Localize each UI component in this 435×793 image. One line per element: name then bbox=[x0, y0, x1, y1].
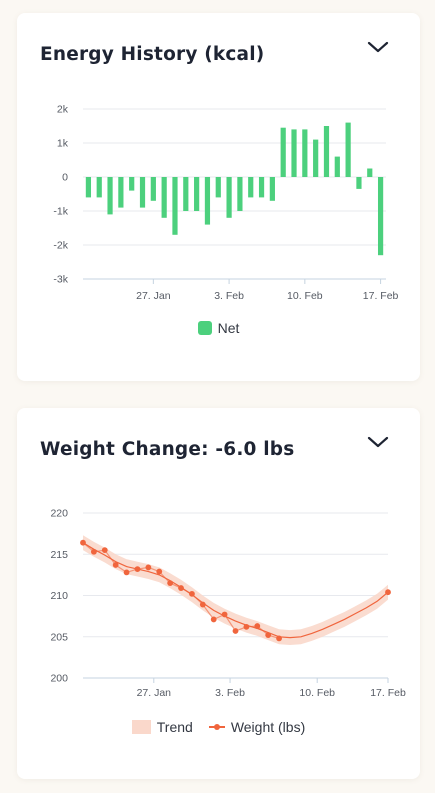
weight-y-tick: 200 bbox=[50, 673, 68, 685]
energy-bar bbox=[183, 177, 189, 211]
energy-bar bbox=[345, 122, 351, 177]
energy-bar bbox=[85, 177, 92, 198]
energy-bar bbox=[377, 177, 384, 256]
energy-bar bbox=[96, 177, 102, 198]
weight-x-tick: 17. Feb bbox=[370, 687, 406, 699]
energy-bar bbox=[237, 177, 243, 211]
legend-trend-label: Trend bbox=[156, 719, 193, 735]
chevron-down-icon[interactable] bbox=[366, 39, 390, 55]
weight-point bbox=[276, 635, 282, 642]
energy-bar bbox=[150, 177, 156, 201]
energy-bar bbox=[367, 168, 373, 177]
energy-y-tick: -2k bbox=[53, 240, 68, 252]
legend-item-weight[interactable]: Weight (lbs) bbox=[208, 719, 306, 735]
legend-item-net[interactable]: Net bbox=[197, 320, 240, 336]
weight-point bbox=[167, 580, 174, 587]
energy-history-chart: 2k 1k 0 -1k -2k -3k 27. Jan 3. Feb 10. Feb 17. Fe… bbox=[53, 104, 399, 303]
energy-bar bbox=[107, 177, 113, 215]
energy-y-tick: 0 bbox=[62, 172, 68, 184]
weight-point bbox=[123, 569, 130, 576]
energy-bar bbox=[118, 177, 124, 208]
weight-point bbox=[243, 623, 250, 630]
energy-bar bbox=[248, 177, 254, 198]
weight-x-tick: 10. Feb bbox=[299, 687, 335, 699]
energy-legend[interactable]: Net bbox=[17, 320, 420, 336]
energy-x-tick: 10. Feb bbox=[287, 290, 323, 302]
weight-y-tick: 215 bbox=[50, 549, 68, 561]
weight-point bbox=[221, 611, 228, 618]
energy-bar bbox=[291, 129, 297, 177]
energy-bar bbox=[139, 177, 146, 208]
legend-net-label: Net bbox=[217, 320, 240, 336]
weight-y-tick: 205 bbox=[50, 631, 68, 643]
weight-y-tick: 210 bbox=[50, 590, 68, 602]
weight-point bbox=[385, 589, 391, 596]
energy-x-tick: 27. Jan bbox=[136, 290, 171, 302]
weight-point bbox=[254, 623, 261, 629]
energy-bar bbox=[356, 177, 362, 189]
weight-swatch bbox=[208, 720, 225, 734]
weight-x-tick: 3. Feb bbox=[215, 687, 245, 699]
energy-y-tick: 1k bbox=[57, 138, 69, 150]
energy-bar bbox=[194, 177, 200, 211]
weight-point bbox=[134, 566, 141, 572]
legend-weight-label: Weight (lbs) bbox=[230, 719, 306, 735]
energy-x-tick: 17. Feb bbox=[363, 290, 399, 302]
weight-point bbox=[90, 548, 97, 555]
energy-bar bbox=[215, 177, 221, 198]
weight-change-chart: 220 215 210 205 200 27. Jan 3. Feb 10. Feb 17. F… bbox=[50, 508, 406, 700]
energy-bar bbox=[161, 177, 167, 218]
energy-x-tick: 3. Feb bbox=[214, 290, 244, 302]
energy-bar bbox=[258, 177, 265, 198]
weight-point bbox=[265, 632, 272, 638]
weight-y-tick: 220 bbox=[50, 508, 68, 520]
energy-bar bbox=[302, 129, 308, 177]
energy-bar bbox=[313, 139, 319, 177]
weight-point bbox=[80, 539, 86, 546]
energy-bar bbox=[204, 177, 211, 225]
weight-point bbox=[112, 562, 119, 568]
trend-line bbox=[82, 542, 389, 639]
weight-point bbox=[232, 628, 239, 634]
energy-bar bbox=[323, 126, 330, 177]
weight-change-card: Weight Change: -6.0 lbs 220 215 210 205 200 2… bbox=[17, 408, 420, 779]
energy-bar bbox=[172, 177, 178, 235]
energy-history-title: Energy History (kcal) bbox=[40, 44, 265, 65]
weight-point bbox=[156, 568, 163, 575]
net-swatch bbox=[197, 321, 212, 335]
weight-x-tick: 27. Jan bbox=[137, 687, 172, 699]
trend-band bbox=[83, 535, 388, 645]
weight-point bbox=[189, 590, 195, 597]
weight-point bbox=[178, 585, 184, 591]
weight-legend[interactable]: Trend Weight (lbs) bbox=[17, 719, 420, 735]
energy-history-card: Energy History (kcal) 2k 1k 0 -1k -2k -3k 27. … bbox=[17, 13, 420, 381]
trend-swatch bbox=[131, 720, 151, 734]
energy-y-tick: -3k bbox=[53, 274, 68, 286]
energy-bar bbox=[226, 177, 232, 218]
energy-bar bbox=[129, 177, 135, 191]
legend-item-trend[interactable]: Trend bbox=[131, 719, 193, 735]
chevron-down-icon[interactable] bbox=[366, 434, 390, 450]
energy-bar bbox=[334, 156, 340, 177]
energy-y-tick: 2k bbox=[57, 104, 69, 116]
energy-bar bbox=[269, 177, 275, 201]
energy-y-tick: -1k bbox=[53, 206, 68, 218]
energy-bar bbox=[280, 127, 286, 177]
weight-change-title: Weight Change: -6.0 lbs bbox=[40, 439, 295, 460]
weight-point bbox=[145, 564, 152, 571]
weight-point bbox=[199, 601, 206, 608]
weight-point bbox=[101, 547, 108, 554]
weight-point bbox=[210, 616, 217, 623]
